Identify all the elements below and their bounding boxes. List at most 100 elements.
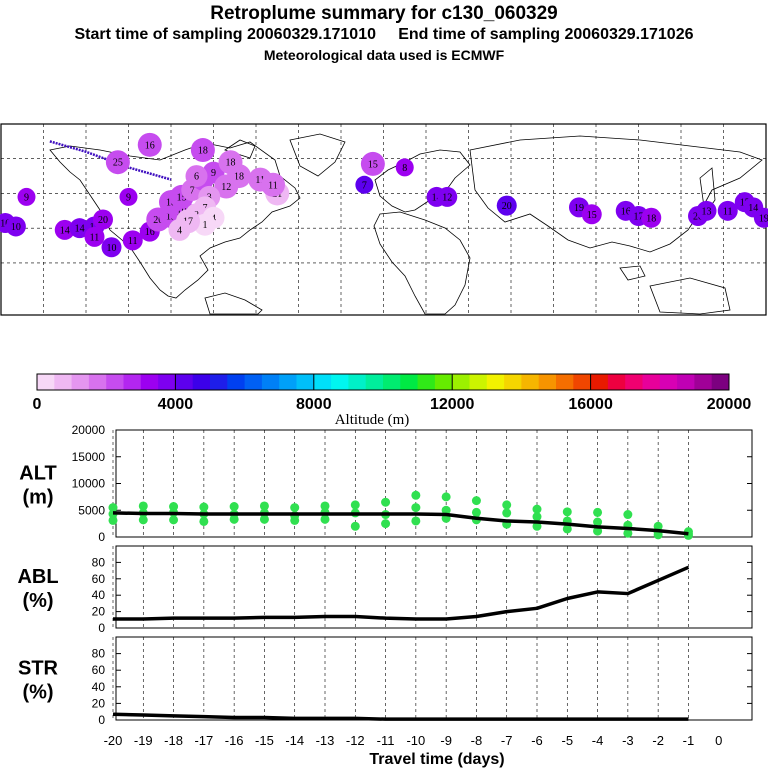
x-tick-label: -8 — [471, 733, 483, 748]
x-tick-label: -1 — [683, 733, 695, 748]
colorbar-swatch — [590, 374, 609, 390]
colorbar-swatch — [296, 374, 315, 390]
plume-point: 20 — [93, 209, 113, 230]
colorbar-swatch — [504, 374, 522, 390]
series-line-abl — [113, 565, 690, 621]
alt-point — [623, 528, 633, 538]
plume-day-label: 15 — [368, 159, 378, 170]
y-tick-label: 40 — [92, 588, 106, 602]
x-tick-label: -9 — [440, 733, 452, 748]
x-tick-label: -20 — [104, 733, 123, 748]
plume-marker — [5, 216, 26, 237]
colorbar-swatch — [573, 374, 592, 390]
plume-day-label: 6 — [194, 172, 199, 183]
plume-point: 16 — [137, 132, 162, 157]
alt-point — [350, 500, 360, 510]
plume-day-label: 18 — [166, 198, 176, 209]
plume-day-label: 12 — [221, 182, 231, 193]
plume-day-label: 25 — [113, 158, 123, 169]
x-tick-label: -5 — [562, 733, 574, 748]
plume-point: 11 — [717, 200, 738, 221]
alt-point — [593, 526, 603, 536]
colorbar-swatch — [313, 374, 332, 390]
plume-day-label: 7 — [190, 185, 195, 196]
x-tick-label: -13 — [316, 733, 335, 748]
alt-point — [169, 515, 179, 525]
colorbar-swatch — [71, 374, 90, 390]
colorbar-swatch — [694, 374, 713, 390]
panel-ylabel: (m) — [22, 487, 53, 509]
plume-day-label: 20 — [98, 215, 108, 226]
plume-marker — [214, 174, 239, 199]
plume-marker — [261, 172, 285, 197]
plume-day-label: 19 — [574, 203, 584, 214]
colorbar-tick-label: 8000 — [296, 396, 332, 413]
alt-point — [562, 507, 572, 517]
x-tick-label: -3 — [622, 733, 634, 748]
panel-str: 80 60 40 20 0 STR(%) — [18, 636, 753, 727]
plume-day-label: 18 — [646, 213, 656, 224]
plume-marker — [355, 175, 374, 194]
colorbar-swatch — [175, 374, 194, 390]
x-tick-label: -16 — [225, 733, 244, 748]
alt-point — [229, 502, 239, 512]
colorbar-swatch — [54, 374, 73, 390]
plume-point: 13 — [696, 200, 717, 221]
plume-marker — [696, 200, 717, 221]
plume-day-label: 8 — [402, 163, 407, 174]
plume-day-label: 18 — [234, 172, 244, 183]
alt-point — [441, 505, 451, 515]
x-tick-label: -2 — [652, 733, 664, 748]
alt-point — [411, 490, 421, 500]
alt-point — [199, 502, 209, 512]
plume-marker — [105, 150, 130, 175]
x-tick-label: -10 — [406, 733, 425, 748]
plume-marker — [69, 218, 90, 239]
time-series-panels: 20000150001000050000ALT(m)806040200ABL(%… — [17, 423, 753, 727]
colorbar-swatch — [210, 374, 228, 390]
colorbar-swatch — [625, 374, 643, 390]
plume-day-label: 7 — [362, 180, 367, 191]
alt-point — [471, 496, 481, 506]
panel-frame — [115, 545, 753, 629]
series-line-str — [112, 712, 689, 721]
x-tick-label: -14 — [285, 733, 304, 748]
panel-frame — [115, 636, 753, 721]
plume-point: 11 — [122, 230, 143, 251]
plume-day-label: 10 — [11, 222, 21, 233]
y-tick-label: 40 — [92, 680, 106, 694]
alt-point — [623, 510, 633, 520]
panel-alt: 20000 15000 10000 5000 0 ALT(m) — [19, 423, 753, 544]
alt-point — [290, 503, 300, 513]
plume-day-label: 20 — [502, 201, 512, 212]
plume-marker — [84, 226, 105, 247]
plume-day-label: 9 — [211, 168, 216, 179]
alt-point — [441, 492, 451, 502]
x-tick-label: -15 — [255, 733, 274, 748]
colorbar-swatch — [348, 374, 367, 390]
start-time-label: Start time of sampling 20060329.171010 — [74, 26, 377, 43]
colorbar-swatch — [244, 374, 263, 390]
altitude-colorbar: 0 4000 8000 12000 16000 20000 — [33, 373, 751, 413]
plume-day-label: 16 — [621, 206, 631, 217]
plume-day-label: 11 — [255, 175, 265, 186]
alt-point — [320, 501, 330, 511]
y-tick-label: 15000 — [72, 450, 106, 464]
plume-day-label: 14 — [60, 225, 70, 236]
plume-marker — [753, 207, 768, 228]
plume-day-label: 9 — [24, 192, 29, 203]
panel-frame — [115, 429, 753, 538]
plume-day-label: 15 — [177, 192, 187, 203]
alt-point — [320, 514, 330, 524]
y-tick-label: 60 — [92, 572, 106, 586]
plume-marker — [395, 158, 414, 177]
plume-point: 12 — [214, 174, 239, 199]
colorbar-tick-label: 0 — [33, 396, 42, 413]
x-tick-label: 0 — [715, 733, 722, 748]
plume-day-label: 4 — [177, 225, 182, 236]
plume-day-label: 12 — [442, 192, 452, 203]
plume-day-label: 10 — [0, 218, 10, 229]
colorbar-swatch — [261, 374, 280, 390]
plume-marker — [168, 218, 191, 241]
alt-point — [138, 515, 148, 525]
